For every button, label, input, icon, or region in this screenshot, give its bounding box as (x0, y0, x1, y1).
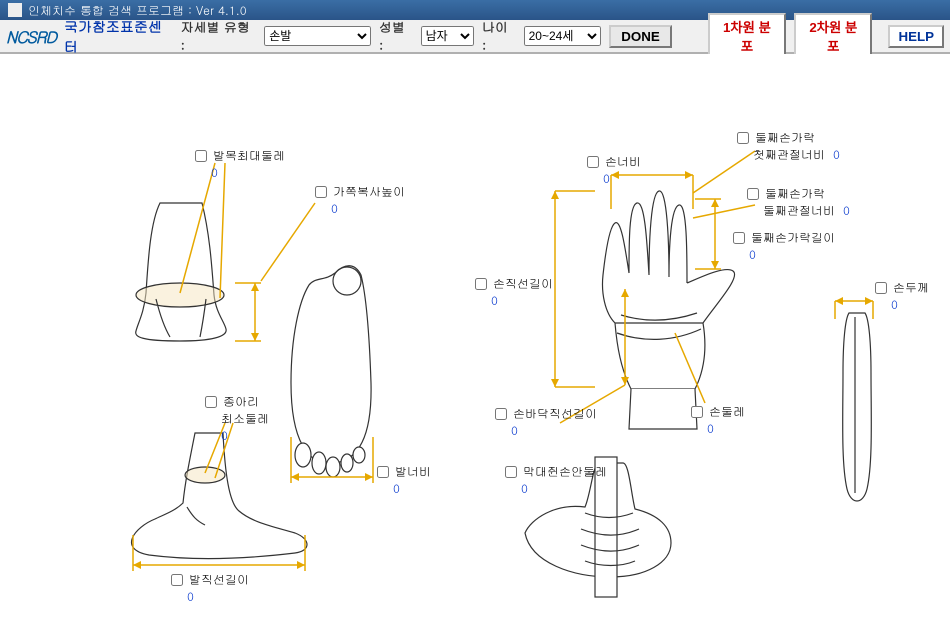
label: 손직선길이 (493, 275, 553, 292)
checkbox-index-knuckle1-w[interactable] (737, 132, 749, 144)
checkbox-hand-circ[interactable] (691, 406, 703, 418)
chk-index-knuckle1-w: 둘째손가락 첫째관절너비 0 (737, 129, 840, 163)
done-button[interactable]: DONE (609, 25, 672, 48)
value: 0 (211, 164, 285, 181)
value: 0 (891, 296, 929, 313)
checkbox-hand-thick[interactable] (875, 282, 887, 294)
posture-select[interactable]: 손발 (264, 26, 371, 46)
value: 0 (187, 588, 249, 605)
logo: NCSRD (6, 25, 56, 47)
label: 손둘레 (709, 403, 745, 420)
chk-lateral-malleolus-h: 가쪽복사높이 0 (315, 183, 405, 217)
checkbox-hand-width[interactable] (587, 156, 599, 168)
diagram-canvas: 발목최대둘레 0 가쪽복사높이 0 종아리 최소둘레 0 발너비 0 발직선길이… (0, 54, 950, 627)
toolbar: NCSRD 국가참조표준센터 자세별 유형 : 손발 성별 : 남자 나이 : … (0, 20, 950, 54)
value: 0 (491, 292, 553, 309)
value: 0 (331, 200, 405, 217)
label: 막대쥔손안둘레 (523, 463, 607, 480)
chk-hand-len: 손직선길이 0 (475, 275, 553, 309)
checkbox-palm-len[interactable] (495, 408, 507, 420)
checkbox-index-len[interactable] (733, 232, 745, 244)
chk-ankle-max-circ: 발목최대둘레 0 (195, 147, 285, 181)
value: 0 (833, 146, 840, 163)
dist1-button[interactable]: 1차원 분포 (708, 13, 786, 59)
help-button[interactable]: HELP (888, 25, 944, 48)
gender-label: 성별 : (379, 17, 413, 55)
value: 0 (843, 202, 850, 219)
brand-text: 국가참조표준센터 (64, 16, 173, 56)
chk-hand-width: 손너비 0 (587, 153, 641, 187)
chk-index-len: 둘째손가락길이 0 (733, 229, 835, 263)
gender-select[interactable]: 남자 (421, 26, 474, 46)
chk-palm-len: 손바닥직선길이 0 (495, 405, 597, 439)
checkbox-lateral-malleolus-h[interactable] (315, 186, 327, 198)
label: 가쪽복사높이 (333, 183, 405, 200)
checkbox-foot-len[interactable] (171, 574, 183, 586)
checkbox-hand-len[interactable] (475, 278, 487, 290)
label: 발너비 (395, 463, 431, 480)
checkbox-ankle-max-circ[interactable] (195, 150, 207, 162)
label: 손두께 (893, 279, 929, 296)
age-select[interactable]: 20~24세 (524, 26, 602, 46)
label: 종아리 (223, 393, 259, 410)
value: 0 (521, 480, 607, 497)
dist2-button[interactable]: 2차원 분포 (794, 13, 872, 59)
value: 0 (603, 170, 641, 187)
label: 손바닥직선길이 (513, 405, 597, 422)
value: 0 (707, 420, 745, 437)
age-label: 나이 : (482, 17, 516, 55)
label: 둘째손가락길이 (751, 229, 835, 246)
label: 둘째손가락 (765, 185, 825, 202)
chk-foot-len: 발직선길이 0 (171, 571, 249, 605)
chk-hand-thick: 손두께 0 (875, 279, 929, 313)
value: 0 (749, 246, 835, 263)
chk-grip-inner-circ: 막대쥔손안둘레 0 (505, 463, 607, 497)
value: 0 (511, 422, 597, 439)
chk-hand-circ: 손둘레 0 (691, 403, 745, 437)
label2: 첫째관절너비 (753, 146, 825, 163)
posture-label: 자세별 유형 : (181, 17, 257, 55)
label2: 최소둘레 (221, 410, 269, 427)
label: 발목최대둘레 (213, 147, 285, 164)
checkbox-foot-width[interactable] (377, 466, 389, 478)
checkbox-index-knuckle2-w[interactable] (747, 188, 759, 200)
value: 0 (393, 480, 431, 497)
logo-text: NCSRD (6, 25, 56, 48)
app-icon (8, 3, 22, 17)
label: 발직선길이 (189, 571, 249, 588)
chk-foot-width: 발너비 0 (377, 463, 431, 497)
label: 손너비 (605, 153, 641, 170)
value: 0 (221, 427, 269, 444)
checkbox-calf-min-circ[interactable] (205, 396, 217, 408)
chk-calf-min-circ: 종아리 최소둘레 0 (205, 393, 269, 444)
chk-index-knuckle2-w: 둘째손가락 둘째관절너비 0 (747, 185, 850, 219)
checkbox-grip-inner-circ[interactable] (505, 466, 517, 478)
label: 둘째손가락 (755, 129, 815, 146)
label2: 둘째관절너비 (763, 202, 835, 219)
